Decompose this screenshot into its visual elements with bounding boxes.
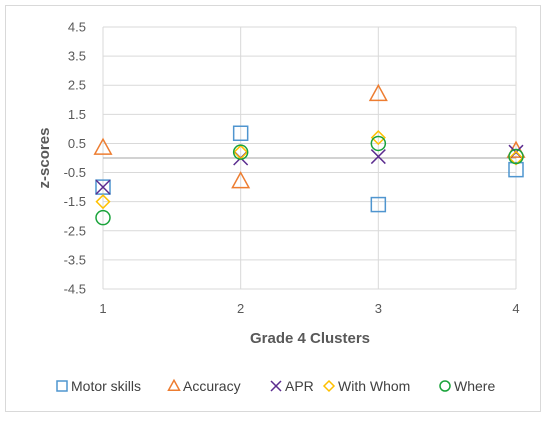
x-tick-label: 4 [512,301,519,316]
x-axis-title: Grade 4 Clusters [250,330,370,347]
legend-item-accuracy: Accuracy [167,378,241,394]
chart-frame [5,5,541,412]
x-tick-label: 2 [237,301,244,316]
point-accuracy [231,171,251,189]
y-tick-label: -3.5 [64,252,86,267]
legend-label: APR [285,378,314,394]
point-where [370,135,387,152]
x-tick-label: 1 [99,301,106,316]
point-with-whom [370,130,386,146]
data-points [93,83,526,226]
point-where [95,209,111,226]
legend-marker-apr [270,380,282,392]
y-axis-title: z-scores [36,128,53,189]
point-motor-skills [370,196,387,213]
legend-item-apr: APR [270,378,314,394]
y-tick-label: 2.5 [68,78,86,93]
point-accuracy [93,137,113,155]
y-tick-label: -0.5 [64,165,86,180]
point-motor-skills [232,125,249,142]
point-motor-skills [508,161,524,178]
point-with-whom [508,150,524,166]
legend-label: With Whom [338,378,410,394]
legend-marker-motor-skills [56,380,68,392]
legend-label: Where [454,378,495,394]
point-accuracy [368,83,388,102]
legend-label: Accuracy [183,378,241,394]
y-tick-label: -4.5 [64,282,86,297]
legend-item-motor-skills: Motor skills [56,378,141,394]
legend-marker-where [439,380,451,392]
y-tick-label: 4.5 [68,20,86,35]
legend-marker-with-whom [322,379,336,393]
legend-marker-accuracy [167,378,181,391]
legend-label: Motor skills [71,378,141,394]
x-tick-labels: 1 2 3 4 [99,301,519,316]
point-apr [95,179,111,195]
point-apr [370,149,386,165]
y-tick-label: 0.5 [68,136,86,151]
legend-item-with-whom: With Whom [322,378,410,394]
y-tick-label: -1.5 [64,194,86,209]
y-tick-label: 1.5 [68,107,86,122]
point-with-whom [95,194,111,210]
legend-item-where: Where [439,378,495,394]
y-tick-label: -2.5 [64,223,86,238]
point-accuracy [506,140,526,158]
point-where [232,144,249,160]
y-tick-labels: 4.5 3.5 2.5 1.5 0.5 -0.5 -1.5 -2.5 -3.5 -4.5 [64,20,86,297]
point-where [508,148,524,165]
legend: Motor skills Accuracy APR With Whom Where [56,378,495,394]
x-tick-label: 3 [375,301,382,316]
y-tick-label: 3.5 [68,49,86,64]
gridlines [102,26,517,290]
